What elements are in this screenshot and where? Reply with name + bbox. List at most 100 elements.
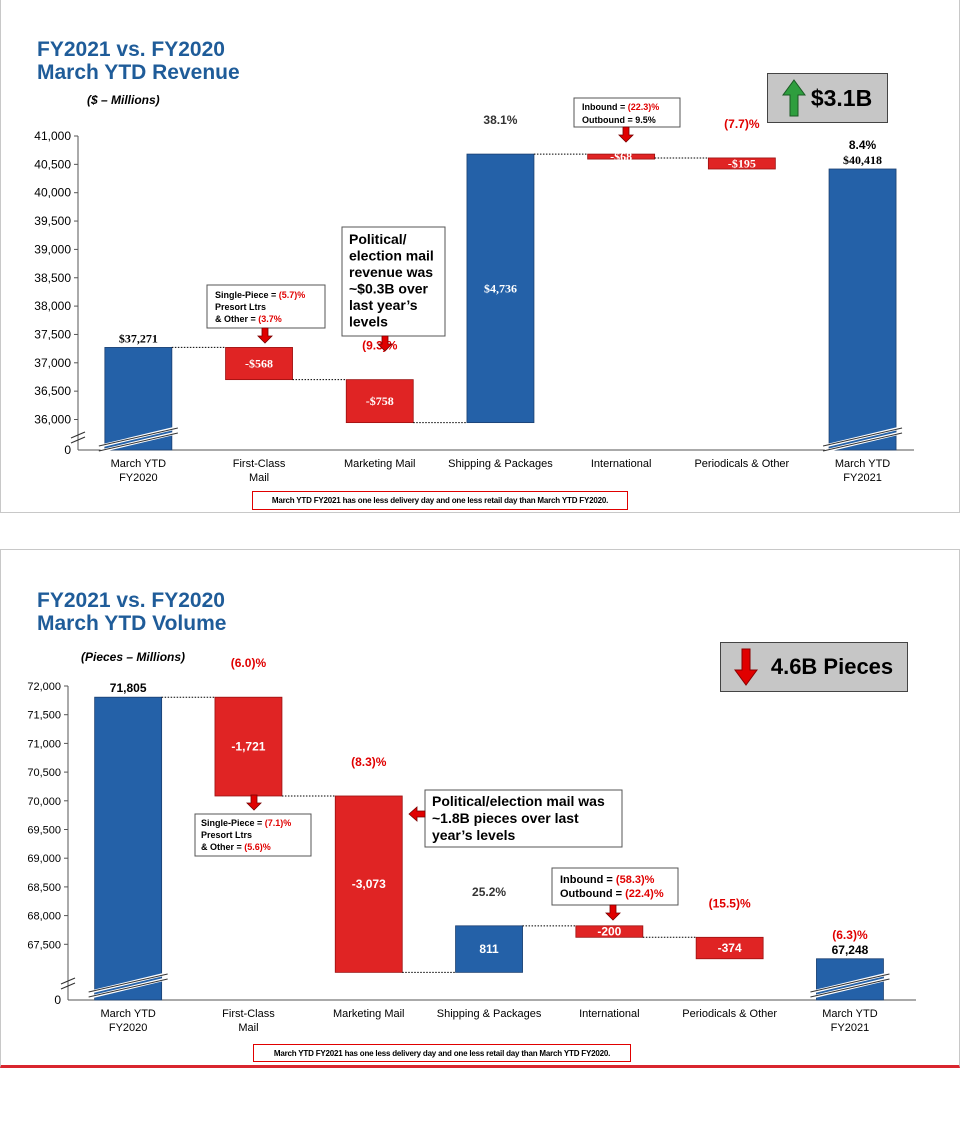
bar-value-label: 811 — [479, 942, 499, 956]
y-tick-label: 40,500 — [34, 157, 71, 171]
category-label: FY2021 — [831, 1022, 870, 1034]
bar-1 — [214, 696, 283, 797]
y-tick-label: 36,000 — [34, 413, 71, 427]
bar-pct-label: 38.1% — [483, 113, 517, 127]
volume-chart: 72,000 71,500 71,000 70,500 70,000 69,500 69,0… — [27, 656, 916, 1034]
bar-value-label: 71,805 — [110, 681, 147, 695]
bar-value-label: -374 — [718, 941, 742, 955]
first-class-callout-line2-part-0: Presort Ltrs — [215, 302, 266, 312]
volume-summary-text: 4.6B Pieces — [770, 654, 894, 679]
political-callout-line-part-0: revenue was — [349, 264, 433, 280]
bar-2 — [334, 795, 403, 973]
y-tick-label: 39,500 — [34, 214, 71, 228]
category-label: March YTD — [822, 1008, 877, 1020]
y-tick-label: 68,500 — [27, 882, 61, 894]
bar-value-label: $40,418 — [843, 153, 882, 167]
first-class-callout-line1-part-1: (5.7)% — [279, 290, 306, 300]
volume-units: (Pieces – Millions) — [81, 650, 186, 664]
volume-summary-card: 4.6B Pieces — [720, 642, 908, 692]
category-label: First-Class — [233, 458, 286, 470]
bar-3 — [466, 153, 535, 424]
bar-0 — [94, 696, 163, 1001]
first-class-callout-line3-part-1: (5.6)% — [244, 842, 271, 852]
bar-3 — [455, 925, 523, 973]
revenue-summary-card: $3.1B — [767, 73, 888, 123]
political-callout-arrow — [377, 335, 393, 352]
first-class-callout-line3: & Other = (5.6)% — [201, 842, 271, 852]
bar-value-label: -3,073 — [352, 877, 386, 891]
category-label: Periodicals & Other — [694, 458, 789, 470]
revenue-summary-text: $3.1B — [810, 84, 873, 111]
bar-pct-label: (6.0)% — [231, 656, 267, 670]
bar-pct-label: (15.5)% — [709, 896, 751, 910]
y-tick-label: 70,000 — [27, 796, 61, 808]
category-label: Periodicals & Other — [682, 1008, 777, 1020]
revenue-title-line1: FY2021 vs. FY2020 — [37, 38, 225, 61]
category-label: Marketing Mail — [333, 1008, 405, 1020]
political-callout-line: Political/election mail was — [432, 793, 605, 809]
international-callout-line1-part-1: (22.3)% — [628, 102, 660, 112]
first-class-callout-line1: Single-Piece = (5.7)% — [215, 290, 305, 300]
political-callout-line-part-0: ~1.8B pieces over last — [432, 810, 579, 826]
international-callout-line2-part-0: Outbound = 9.5% — [582, 115, 656, 125]
y-tick-label: 68,000 — [27, 911, 61, 923]
bar-break-mark — [810, 973, 890, 998]
revenue-title: FY2021 vs. FY2020 March YTD Revenue — [37, 38, 240, 84]
bar-2 — [345, 379, 414, 424]
volume-title: FY2021 vs. FY2020 March YTD Volume — [37, 589, 226, 635]
category-label: International — [579, 1008, 640, 1020]
first-class-callout-arrow — [246, 794, 262, 811]
political-callout-line: election mail — [349, 248, 434, 264]
first-class-callout-box — [206, 284, 326, 329]
bar-4 — [575, 925, 644, 938]
revenue-panel: FY2021 vs. FY2020 March YTD Revenue ($ –… — [0, 0, 960, 513]
bar-4 — [587, 153, 656, 160]
international-callout-line2: Outbound = (22.4)% — [560, 888, 664, 900]
international-callout-line2-part-1: (22.4)% — [625, 888, 664, 900]
revenue-title-line2: March YTD Revenue — [37, 61, 240, 84]
y-tick-label: 38,000 — [34, 299, 71, 313]
first-class-callout-line2: Presort Ltrs — [201, 830, 252, 840]
first-class-callout-arrow — [257, 327, 273, 344]
international-callout-line2: Outbound = 9.5% — [582, 115, 656, 125]
first-class-callout-line3-part-1: (3.7% — [258, 314, 282, 324]
revenue-chart: 41,000 40,500 40,000 39,500 39,000 38,500 38,0… — [34, 97, 914, 484]
political-callout-line: Political/ — [349, 231, 407, 247]
first-class-callout-box — [194, 813, 312, 857]
y-tick-label: 0 — [64, 443, 71, 457]
up-arrow-icon — [781, 79, 806, 117]
revenue-footnote: March YTD FY2021 has one less delivery d… — [252, 491, 628, 510]
bar-value-label: 67,248 — [832, 943, 869, 957]
international-callout-line1-part-1: (58.3)% — [616, 874, 655, 886]
bar-value-label: $37,271 — [119, 331, 158, 345]
y-tick-label: 41,000 — [34, 129, 71, 143]
category-label: International — [591, 458, 652, 470]
bar-5 — [695, 936, 764, 960]
political-callout-line-part-0: Political/ — [349, 231, 407, 247]
y-tick-label: 67,500 — [27, 939, 61, 951]
political-callout-line: levels — [349, 314, 388, 330]
bar-value-label: $4,736 — [484, 281, 517, 295]
bar-value-label: -$195 — [728, 156, 756, 170]
political-callout-box — [424, 789, 623, 848]
bar-break-mark — [822, 427, 903, 452]
y-tick-label: 40,000 — [34, 186, 71, 200]
category-label: First-Class — [222, 1008, 275, 1020]
y-tick-label: 70,500 — [27, 767, 61, 779]
y-tick-label: 72,000 — [27, 681, 61, 693]
axis-break-mark — [70, 431, 86, 444]
category-label: Shipping & Packages — [448, 458, 553, 470]
category-label: Mail — [238, 1022, 258, 1034]
first-class-callout-line1-part-0: Single-Piece = — [215, 290, 279, 300]
international-callout-line1: Inbound = (22.3)% — [582, 102, 659, 112]
y-tick-label: 0 — [54, 993, 61, 1007]
category-label: FY2020 — [119, 472, 158, 484]
volume-panel: FY2021 vs. FY2020 March YTD Volume (Piec… — [0, 549, 960, 1068]
political-callout-line: ~1.8B pieces over last — [432, 810, 579, 826]
category-label: March YTD — [100, 1008, 155, 1020]
first-class-callout-line3-part-0: & Other = — [201, 842, 244, 852]
bar-5 — [707, 157, 776, 170]
political-callout-line: ~$0.3B over — [349, 281, 429, 297]
y-tick-label: 37,000 — [34, 356, 71, 370]
bar-6 — [816, 958, 884, 1001]
